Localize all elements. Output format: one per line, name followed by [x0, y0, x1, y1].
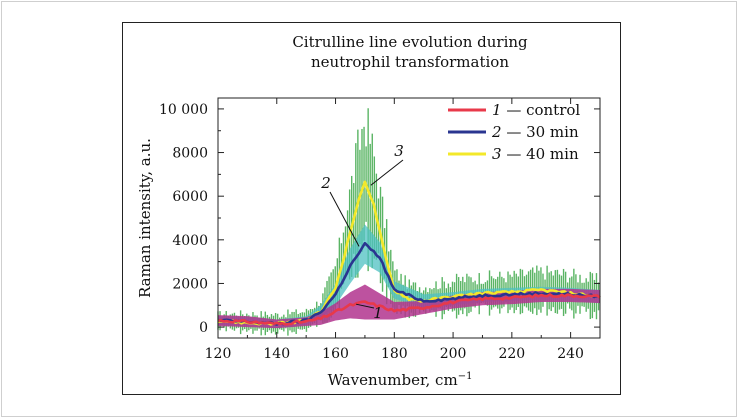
- x-tick-label: 160: [322, 346, 349, 362]
- y-tick-label: 6000: [172, 189, 208, 205]
- legend-label-2: 2 — 30 min: [491, 123, 579, 141]
- x-tick-label: 120: [205, 346, 232, 362]
- legend-label-3: 3 — 40 min: [492, 145, 579, 163]
- curve-3-label: 3: [394, 142, 404, 160]
- x-tick-label: 180: [381, 346, 408, 362]
- x-axis-title-sup: −1: [458, 371, 473, 382]
- chart-title-line-1: Citrulline line evolution during: [292, 33, 528, 51]
- curve-labels: 1 2 3: [320, 142, 404, 322]
- chart-frame: [122, 22, 621, 395]
- error-bands: [217, 108, 600, 336]
- curve-2-leader: [329, 191, 360, 247]
- y-axis-title: Raman intensity, a.u.: [136, 138, 154, 298]
- curve-2-label: 2: [320, 174, 331, 192]
- legend-number: 3: [492, 145, 506, 163]
- legend-text: — 40 min: [506, 145, 579, 163]
- x-tick-label: 200: [440, 346, 467, 362]
- legend-text: — control: [506, 101, 580, 119]
- y-tick-label: 2000: [172, 276, 208, 292]
- y-tick-label: 10 000: [159, 102, 208, 118]
- series-3-line: [217, 180, 601, 326]
- legend-number: 1: [492, 101, 506, 119]
- axis-ticks: 120 140 160 180 200 220 240 0 2000 4000 6000 8000 10…: [159, 98, 600, 362]
- x-axis-title: Wavenumber, cm−1: [328, 371, 473, 389]
- x-tick-label: 220: [498, 346, 525, 362]
- y-tick-label: 0: [199, 320, 208, 336]
- x-axis-title-text: Wavenumber, cm: [328, 371, 458, 389]
- curve-1-leader: [356, 303, 375, 309]
- curve-1-label: 1: [373, 304, 383, 322]
- series-1-line: [217, 293, 601, 326]
- legend-number: 2: [491, 123, 506, 141]
- x-tick-label: 240: [557, 346, 584, 362]
- y-tick-label: 4000: [172, 233, 208, 249]
- legend-text: — 30 min: [506, 123, 579, 141]
- chart-title-line-2: neutrophil transformation: [311, 53, 509, 71]
- series-lines: [217, 180, 601, 326]
- y-tick-label: 8000: [172, 146, 208, 162]
- legend-label-1: 1 — control: [492, 101, 580, 119]
- curve-3-leader: [370, 159, 404, 186]
- x-tick-label: 140: [263, 346, 290, 362]
